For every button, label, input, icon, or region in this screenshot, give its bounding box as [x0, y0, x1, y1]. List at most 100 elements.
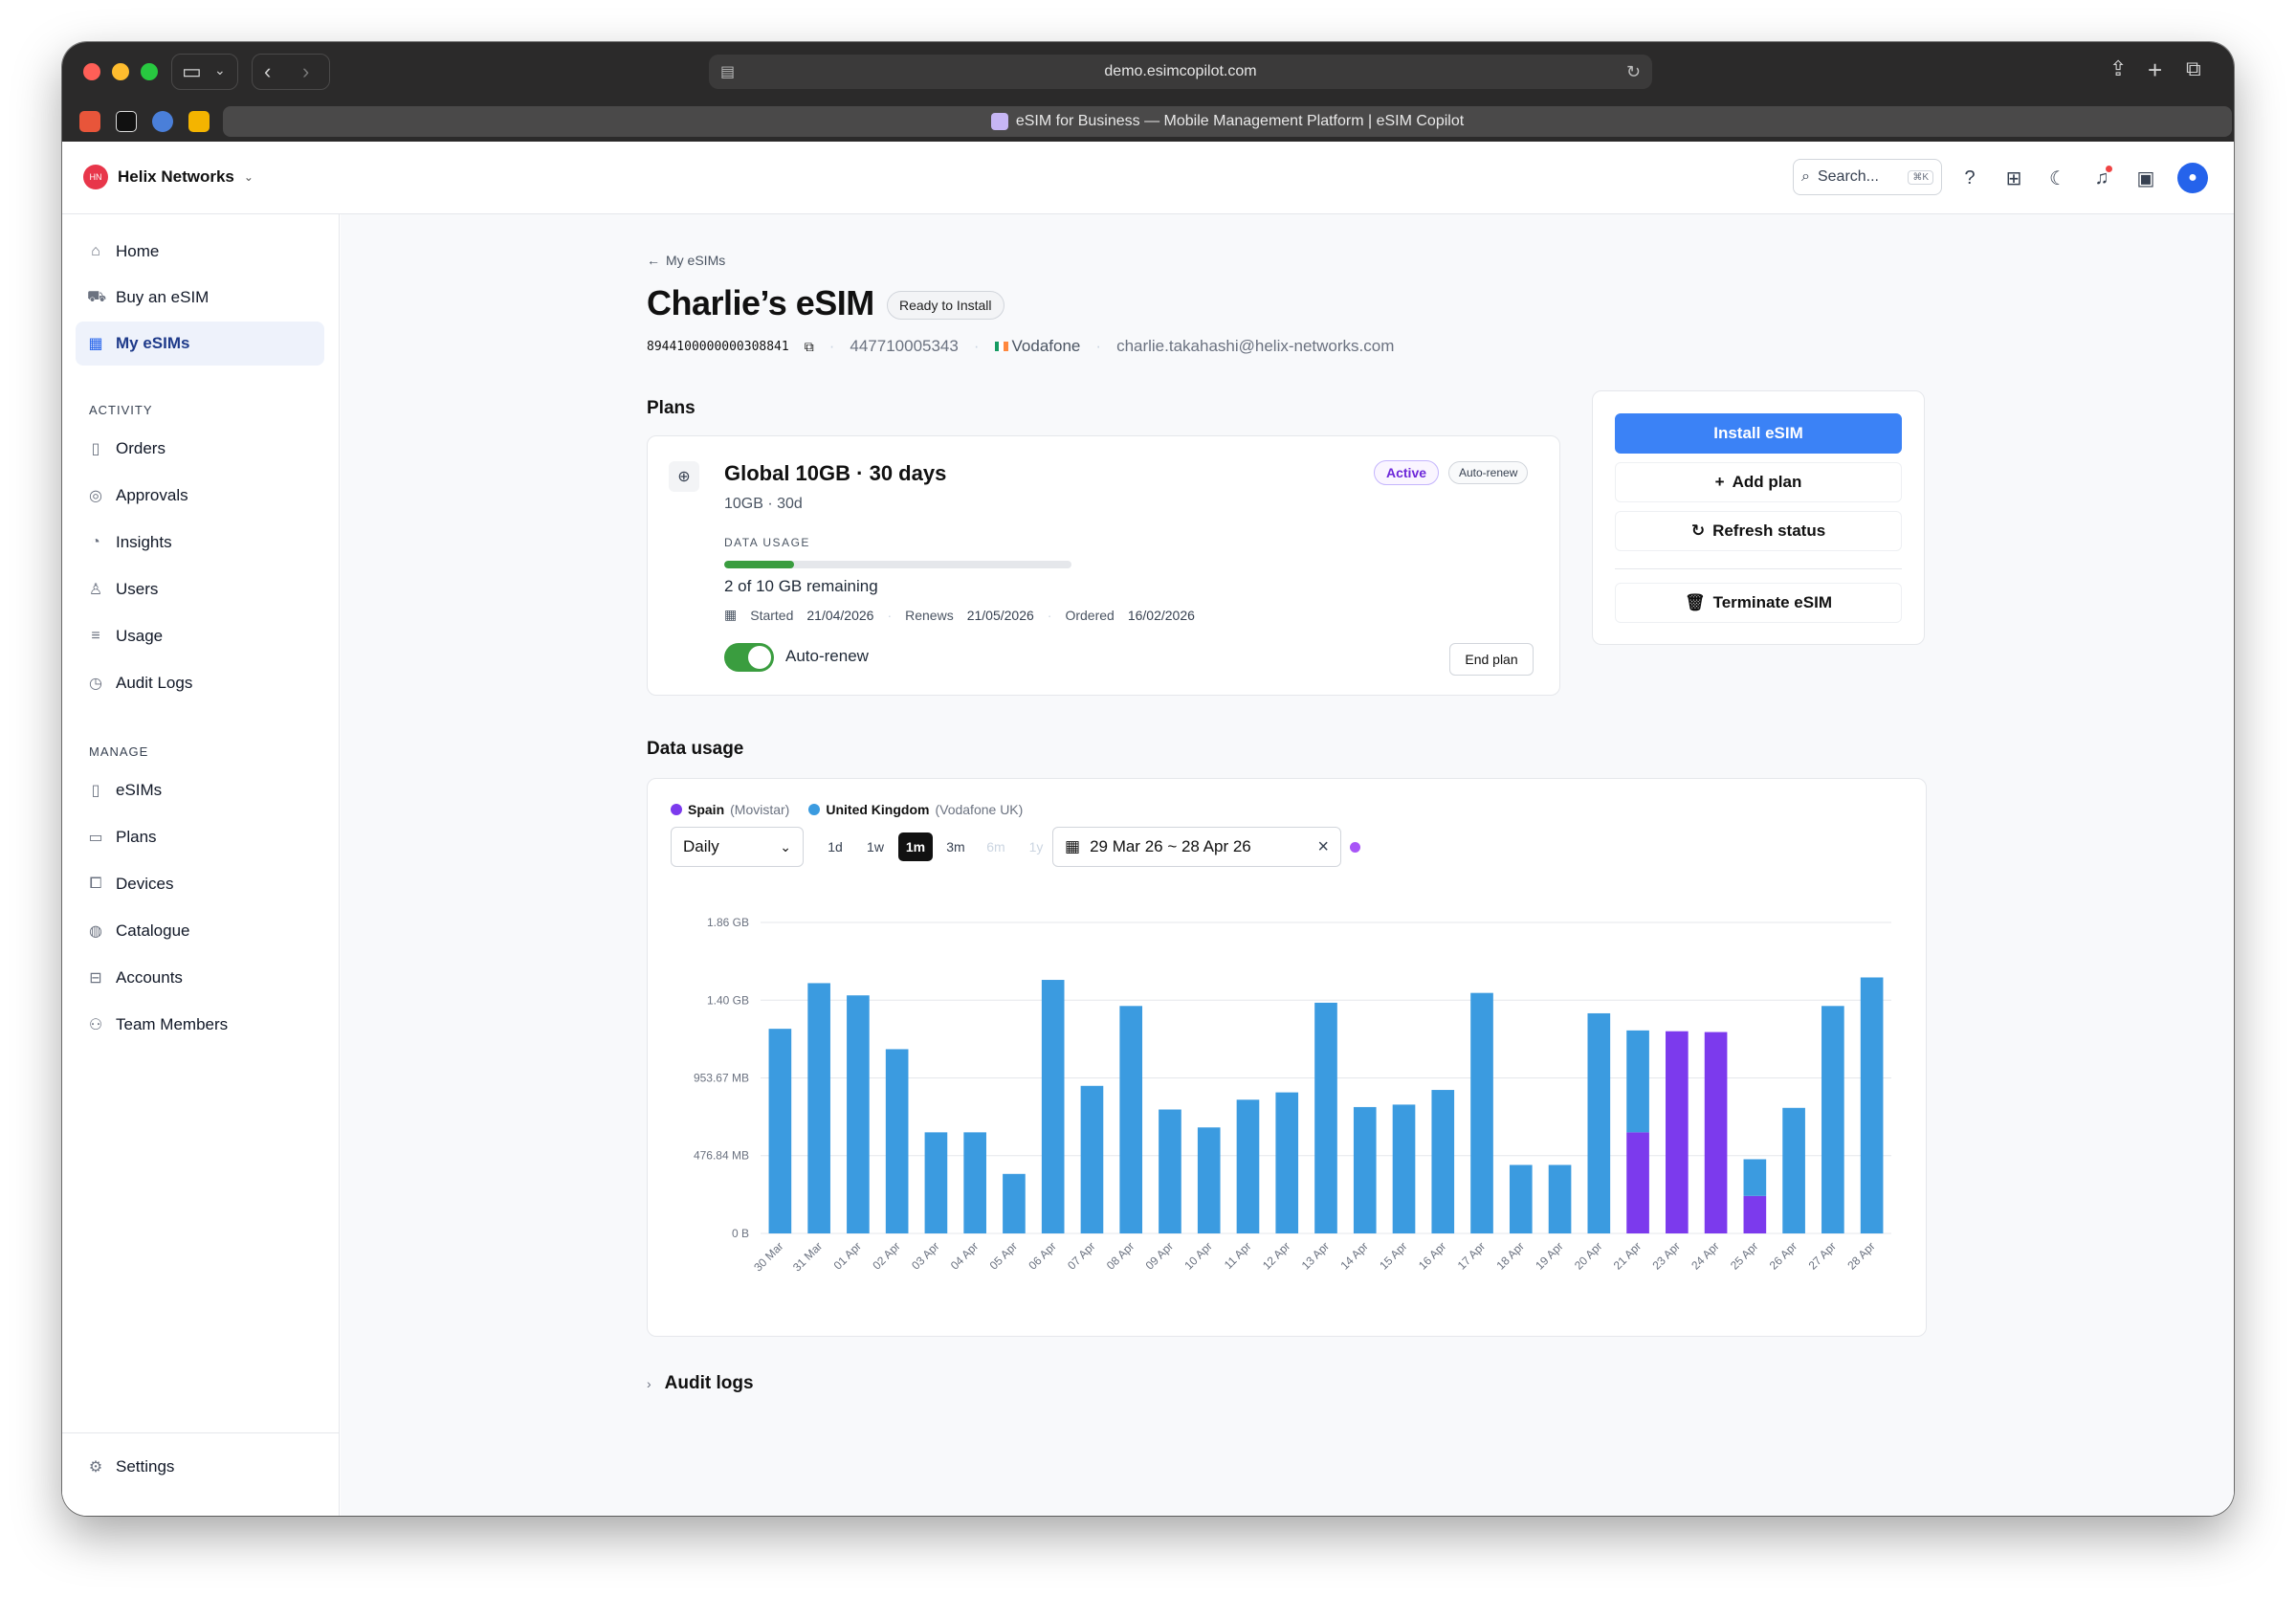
new-tab-icon[interactable]: +	[2148, 55, 2163, 84]
x-tick-label: 30 Mar	[751, 1239, 785, 1274]
auto-renew-toggle[interactable]	[724, 643, 774, 672]
help-icon[interactable]: ?	[1964, 166, 1976, 189]
x-tick-label: 04 Apr	[948, 1239, 981, 1272]
refresh-status-button[interactable]: ↻ Refresh status	[1615, 511, 1902, 551]
org-switcher[interactable]: HN Helix Networks ⌄	[83, 165, 254, 189]
apps-icon[interactable]: ⊞	[2005, 167, 2022, 189]
granularity-select[interactable]: Daily ⌄	[671, 827, 804, 867]
pinned-tab-3-icon[interactable]	[152, 111, 173, 132]
add-plan-button[interactable]: + Add plan	[1615, 462, 1902, 502]
check-circle-icon: ◎	[89, 488, 102, 504]
sidebar-item-label: Plans	[116, 828, 157, 846]
sidebar-item-orders[interactable]: ▯ Orders	[76, 427, 324, 471]
plan-summary: 10GB · 30d	[724, 496, 803, 512]
bar-united-kingdom	[1782, 1107, 1805, 1233]
audit-logs-toggle[interactable]: › Audit logs	[647, 1373, 754, 1394]
sidebar-item-my-esims[interactable]: ▦ My eSIMs	[76, 322, 324, 366]
page-settings-icon[interactable]: ▤	[720, 64, 736, 80]
range-1m[interactable]: 1m	[898, 832, 933, 861]
search-input[interactable]: ⌕ Search... ⌘K	[1793, 159, 1942, 195]
range-3m[interactable]: 3m	[946, 839, 965, 854]
share-icon[interactable]: ⇪	[2109, 56, 2128, 80]
end-plan-button[interactable]: End plan	[1449, 643, 1534, 676]
range-1d[interactable]: 1d	[828, 839, 843, 854]
legend-item-united-kingdom[interactable]: United Kingdom (Vodafone UK)	[808, 802, 1023, 817]
sidebar-item-devices[interactable]: ⧠ Devices	[76, 862, 324, 906]
y-tick-label: 953.67 MB	[694, 1072, 749, 1085]
x-tick-label: 24 Apr	[1689, 1239, 1721, 1272]
bar-united-kingdom	[768, 1029, 792, 1233]
terminate-esim-button[interactable]: 🗑 Terminate eSIM	[1615, 583, 1902, 623]
sidebar-item-approvals[interactable]: ◎ Approvals	[76, 474, 324, 518]
back-icon[interactable]: ‹	[264, 59, 272, 83]
sidebar-item-usage[interactable]: ≡ Usage	[76, 614, 324, 658]
sidebar-item-team-members[interactable]: ⚇ Team Members	[76, 1003, 324, 1047]
range-selector: 1d 1w 1m 3m 6m 1y	[818, 832, 1053, 861]
file-icon: ▯	[91, 441, 100, 457]
minimize-window-button[interactable]	[112, 63, 129, 80]
cart-icon: ⛟	[87, 289, 107, 305]
status-dot	[1350, 842, 1360, 853]
qr-icon: ▦	[88, 336, 103, 352]
refresh-status-label: Refresh status	[1712, 522, 1826, 540]
close-window-button[interactable]	[83, 63, 100, 80]
install-esim-button[interactable]: Install eSIM	[1615, 413, 1902, 454]
bar-spain	[1626, 1132, 1649, 1233]
x-tick-label: 26 Apr	[1767, 1239, 1799, 1272]
calendar-icon: ▦	[1065, 837, 1081, 855]
date-range-value: 29 Mar 26 ~ 28 Apr 26	[1090, 837, 1251, 855]
pinned-tab-2-icon[interactable]	[116, 111, 137, 132]
sidebar-toggle-group[interactable]: ▭ ⌄	[171, 54, 238, 90]
sidebar-item-home[interactable]: ⌂ Home	[76, 230, 324, 274]
bar-united-kingdom	[1119, 1006, 1143, 1233]
arrow-left-icon: ←	[647, 253, 660, 268]
reload-icon[interactable]: ↻	[1625, 61, 1641, 81]
legend-detail: (Movistar)	[730, 802, 790, 817]
back-link[interactable]: ← My eSIMs	[647, 253, 725, 268]
address-bar[interactable]: ▤ demo.esimcopilot.com ↻	[709, 55, 1652, 89]
ordered-date: 16/02/2026	[1127, 607, 1195, 623]
pie-chart-icon: ◔	[91, 534, 100, 550]
sidebar-item-catalogue[interactable]: ◍ Catalogue	[76, 909, 324, 953]
tab-overview-icon[interactable]: ⧉	[2186, 56, 2201, 80]
sidebar-item-plans[interactable]: ▭ Plans	[76, 815, 324, 859]
clear-icon[interactable]: ×	[1317, 835, 1329, 857]
sidebar-item-esims[interactable]: ▯ eSIMs	[76, 768, 324, 812]
divider	[1615, 568, 1902, 569]
bar-united-kingdom	[1314, 1002, 1337, 1233]
date-range-picker[interactable]: ▦ 29 Mar 26 ~ 28 Apr 26 ×	[1052, 827, 1341, 867]
x-tick-label: 03 Apr	[909, 1239, 941, 1272]
data-remaining: 2 of 10 GB remaining	[724, 577, 878, 595]
sidebar-item-label: Approvals	[116, 486, 188, 504]
bar-united-kingdom	[1275, 1092, 1299, 1233]
data-usage-section-title: Data usage	[647, 739, 744, 759]
sidebar-item-audit-logs[interactable]: ◷ Audit Logs	[76, 661, 324, 705]
wallet-icon[interactable]: ▣	[2136, 167, 2155, 189]
notification-badge	[2106, 166, 2112, 172]
sidebar-item-label: Team Members	[116, 1015, 229, 1033]
legend-item-spain[interactable]: Spain (Movistar)	[671, 802, 789, 817]
maximize-window-button[interactable]	[141, 63, 158, 80]
sidebar-item-accounts[interactable]: ⊟ Accounts	[76, 956, 324, 1000]
x-tick-label: 19 Apr	[1533, 1239, 1565, 1272]
forward-icon[interactable]: ›	[302, 59, 310, 83]
sidebar-item-buy-esim[interactable]: ⛟ Buy an eSIM	[76, 276, 324, 320]
user-avatar[interactable]: ●	[2177, 163, 2208, 193]
bar-united-kingdom	[1392, 1104, 1416, 1233]
pinned-tab-1-icon[interactable]	[79, 111, 100, 132]
sidebar-item-settings[interactable]: ⚙ Settings	[76, 1445, 324, 1489]
back-link-label: My eSIMs	[666, 253, 726, 268]
copy-icon[interactable]: ⧉	[804, 338, 814, 354]
sidebar-icon: ▭	[182, 59, 202, 83]
dark-mode-icon[interactable]: ☾	[2049, 167, 2066, 189]
esim-meta: 8944100000000308841 ⧉ · 447710005343 · V…	[647, 337, 1394, 356]
sidebar-item-insights[interactable]: ◔ Insights	[76, 521, 324, 565]
activity-section-label: ACTIVITY	[89, 403, 153, 417]
bar-united-kingdom	[924, 1132, 948, 1233]
sidebar-item-users[interactable]: ♙ Users	[76, 567, 324, 611]
phone-number: 447710005343	[850, 337, 959, 355]
pinned-tab-4-icon[interactable]	[188, 111, 210, 132]
range-1w[interactable]: 1w	[867, 839, 884, 854]
notifications-icon[interactable]: ♫	[2088, 165, 2115, 191]
active-tab[interactable]: eSIM for Business — Mobile Management Pl…	[223, 106, 2232, 137]
